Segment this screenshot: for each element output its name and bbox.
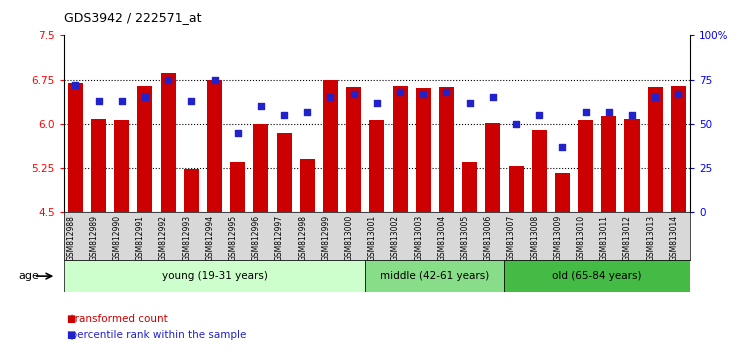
Text: GSM812991: GSM812991 — [136, 215, 145, 261]
Text: middle (42-61 years): middle (42-61 years) — [380, 271, 490, 281]
Point — [278, 112, 290, 118]
Bar — [137, 86, 152, 212]
Text: GSM812999: GSM812999 — [322, 215, 331, 261]
Text: GSM812996: GSM812996 — [252, 215, 261, 261]
Text: GSM812994: GSM812994 — [206, 215, 214, 261]
Point — [232, 130, 244, 136]
Point — [185, 98, 197, 104]
Bar — [114, 120, 129, 212]
Point — [209, 77, 220, 82]
Text: GSM813006: GSM813006 — [484, 215, 493, 261]
Bar — [392, 86, 407, 212]
Point — [69, 82, 81, 88]
Text: GSM812992: GSM812992 — [159, 215, 168, 261]
Bar — [254, 125, 268, 212]
Text: GSM812990: GSM812990 — [112, 215, 122, 261]
Text: GSM812998: GSM812998 — [298, 215, 307, 261]
Bar — [416, 88, 430, 212]
Bar — [648, 87, 663, 212]
Bar — [184, 169, 199, 212]
Bar — [64, 260, 365, 292]
Text: GSM812988: GSM812988 — [66, 215, 75, 261]
Bar — [160, 73, 176, 212]
Text: GSM812993: GSM812993 — [182, 215, 191, 261]
Text: ■: ■ — [66, 330, 75, 339]
Point — [487, 95, 499, 100]
Bar — [602, 116, 616, 212]
Point — [603, 109, 615, 114]
Bar — [509, 166, 524, 212]
Text: GSM813011: GSM813011 — [600, 215, 609, 261]
Bar — [532, 130, 547, 212]
Point — [626, 112, 638, 118]
Point — [325, 95, 337, 100]
Text: young (19-31 years): young (19-31 years) — [161, 271, 268, 281]
Point — [464, 100, 476, 105]
Point — [139, 95, 151, 100]
Point — [255, 103, 267, 109]
Point — [162, 77, 174, 82]
Text: GSM813005: GSM813005 — [460, 215, 470, 261]
Point — [440, 89, 452, 95]
Bar — [68, 83, 83, 212]
Text: GSM813000: GSM813000 — [345, 215, 354, 261]
Text: GSM813002: GSM813002 — [391, 215, 400, 261]
Point — [510, 121, 522, 127]
Text: age: age — [19, 271, 40, 281]
Text: GSM813013: GSM813013 — [646, 215, 656, 261]
Text: GSM813014: GSM813014 — [670, 215, 679, 261]
Bar — [300, 159, 315, 212]
Text: GDS3942 / 222571_at: GDS3942 / 222571_at — [64, 11, 201, 24]
Bar — [365, 260, 505, 292]
Point — [650, 95, 662, 100]
Point — [673, 91, 685, 97]
Text: GSM812995: GSM812995 — [229, 215, 238, 261]
Bar — [207, 80, 222, 212]
Bar — [230, 162, 245, 212]
Point — [302, 109, 313, 114]
Point — [116, 98, 128, 104]
Text: transformed count: transformed count — [64, 314, 167, 324]
Point — [370, 100, 382, 105]
Text: old (65-84 years): old (65-84 years) — [553, 271, 642, 281]
Text: GSM813010: GSM813010 — [577, 215, 586, 261]
Bar — [555, 173, 570, 212]
Bar — [578, 120, 593, 212]
Point — [92, 98, 104, 104]
Point — [417, 91, 429, 97]
Point — [580, 109, 592, 114]
Bar — [625, 119, 640, 212]
Text: GSM813001: GSM813001 — [368, 215, 376, 261]
Text: GSM812989: GSM812989 — [89, 215, 98, 261]
Point — [533, 112, 545, 118]
Text: percentile rank within the sample: percentile rank within the sample — [64, 330, 246, 339]
Bar — [346, 87, 362, 212]
Text: GSM813007: GSM813007 — [507, 215, 516, 261]
Bar — [462, 162, 477, 212]
Text: GSM813003: GSM813003 — [414, 215, 423, 261]
Bar — [439, 87, 454, 212]
Bar — [323, 80, 338, 212]
Text: GSM812997: GSM812997 — [275, 215, 284, 261]
Text: GSM813004: GSM813004 — [437, 215, 446, 261]
Bar — [369, 120, 385, 212]
Point — [394, 89, 406, 95]
Bar — [91, 119, 106, 212]
Point — [556, 144, 568, 150]
Text: ■: ■ — [66, 314, 75, 324]
Bar — [485, 123, 500, 212]
Bar — [277, 133, 292, 212]
Bar — [505, 260, 690, 292]
Text: GSM813012: GSM813012 — [623, 215, 632, 261]
Point — [348, 91, 360, 97]
Text: GSM813009: GSM813009 — [554, 215, 562, 261]
Bar — [670, 86, 686, 212]
Text: GSM813008: GSM813008 — [530, 215, 539, 261]
